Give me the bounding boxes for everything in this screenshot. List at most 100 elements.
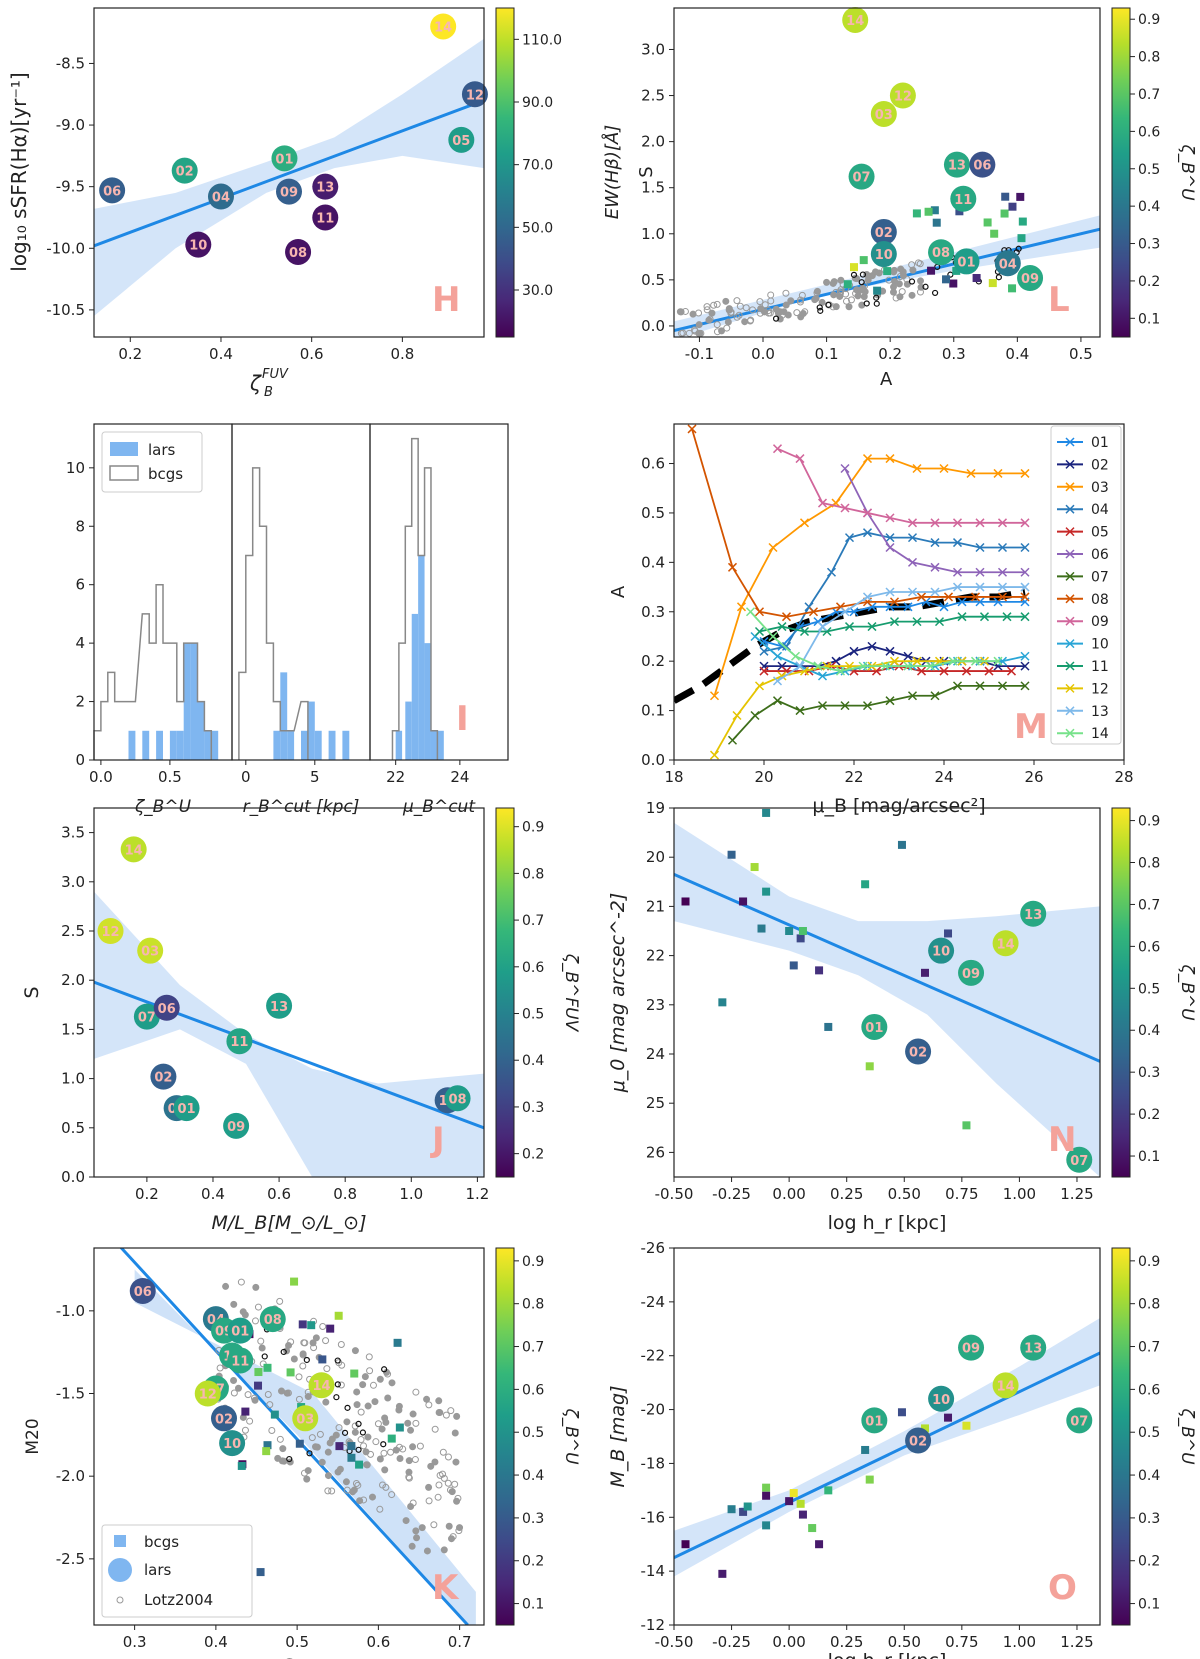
bcg-point	[254, 1381, 263, 1390]
lars-point-12	[97, 918, 124, 944]
series-marker-06	[885, 542, 895, 553]
series-marker-09	[885, 513, 895, 523]
series-marker-12	[709, 750, 720, 760]
lars-label-02: 02	[154, 1071, 172, 1086]
series-marker-13	[772, 676, 783, 686]
lotz-point	[830, 291, 838, 299]
colorbar-tick-label: 0.8	[1138, 856, 1160, 872]
lotz-point	[376, 1455, 384, 1463]
legend-box	[1050, 425, 1122, 745]
lotz-point	[371, 1398, 379, 1406]
lotz-point	[818, 298, 826, 306]
lars-bar	[183, 643, 191, 760]
lotz-point	[300, 1339, 308, 1347]
lars-label-11: 11	[231, 1354, 249, 1369]
lotz-black-point	[355, 1420, 362, 1427]
lars-bar	[190, 643, 198, 760]
colorbar	[495, 807, 515, 1178]
y-tick-label: 24	[646, 1045, 665, 1063]
series-marker-03	[1020, 468, 1030, 478]
lars-label-09: 09	[280, 186, 298, 201]
lotz-point	[747, 316, 755, 324]
series-marker-11	[1002, 612, 1012, 622]
lars-label-11: 11	[954, 193, 972, 208]
bcg-point	[334, 1311, 343, 1320]
bcg-point	[930, 206, 939, 215]
lars-point-02	[905, 1427, 932, 1454]
lotz-point	[299, 1362, 307, 1370]
bcg-point	[286, 1368, 295, 1377]
colorbar-tick-label: 0.6	[1138, 939, 1160, 955]
lotz-point	[713, 300, 721, 308]
lotz-point	[381, 1414, 389, 1422]
lars-label-12: 12	[101, 925, 119, 940]
lars-bar	[301, 730, 308, 760]
lotz-point	[324, 1487, 332, 1495]
x-tick-label: -0.1	[685, 345, 714, 363]
panel-letter-K: K	[432, 1568, 460, 1608]
series-marker-04	[930, 538, 940, 548]
legend-marker-09	[1065, 616, 1075, 626]
lars-point-07	[1066, 1407, 1093, 1434]
lotz-point	[444, 1479, 452, 1487]
bcg-point	[762, 1521, 771, 1530]
series-marker-11	[889, 617, 900, 627]
O-frame	[673, 1247, 1101, 1626]
series-marker-06	[952, 567, 963, 577]
series-marker-01	[939, 602, 949, 612]
series-marker-01	[957, 597, 967, 607]
lotz-point	[328, 1487, 336, 1495]
bcg-point	[1008, 284, 1017, 293]
lars-point-14	[992, 1372, 1019, 1399]
x-tick-label: 1.25	[1060, 1185, 1093, 1203]
bcg-point	[347, 1453, 356, 1462]
lotz-point	[252, 1283, 260, 1291]
series-marker-10	[817, 671, 828, 681]
subplot-0: 0.0 0.5 ζ_B^U	[89, 423, 233, 817]
x-tick-label: 0.75	[945, 1185, 978, 1203]
bcg-point	[897, 840, 906, 849]
series-marker-03	[736, 602, 747, 612]
lotz-point	[322, 1398, 330, 1406]
lars-point-14	[842, 6, 869, 33]
colorbar	[495, 1247, 515, 1626]
y-axis-label: A	[608, 585, 629, 598]
series-marker-04	[885, 533, 895, 543]
lars-point-11	[226, 1028, 253, 1055]
subplot-2: 22 24 μ_B^cut	[369, 423, 509, 817]
bcg-point	[739, 1507, 748, 1516]
series-marker-10	[772, 651, 783, 661]
lars-label-05: 05	[452, 134, 470, 149]
series-marker-04	[997, 542, 1008, 553]
series-marker-07	[840, 701, 850, 711]
series-marker-07	[750, 710, 760, 721]
x-tick-label: 0.00	[772, 1633, 805, 1651]
x-tick-label: 0.1	[815, 345, 839, 363]
y-axis-label: S	[21, 986, 43, 998]
y-tick-label: -22	[641, 1347, 666, 1365]
lotz-point	[760, 308, 768, 316]
lotz-point	[319, 1322, 327, 1330]
series-marker-02	[903, 651, 913, 661]
lotz-point	[368, 1493, 376, 1501]
colorbar-tick-label: 0.4	[1138, 199, 1160, 215]
bcg-point	[762, 808, 771, 817]
lars-point-02	[211, 1405, 237, 1432]
lotz-point	[685, 329, 693, 337]
lotz-point	[323, 1365, 331, 1373]
series-marker-04	[862, 528, 873, 538]
lars-label-13: 13	[1024, 908, 1042, 923]
lotz-point	[451, 1480, 459, 1488]
lars-label-11: 11	[316, 211, 334, 226]
y-tick-label: -18	[641, 1454, 666, 1472]
series-marker-03	[912, 463, 922, 474]
series-marker-11	[1020, 612, 1030, 622]
colorbar-tick-label: 0.1	[1138, 311, 1160, 327]
lotz-point	[250, 1394, 258, 1402]
lotz-black-point	[850, 271, 858, 278]
series-marker-08	[889, 597, 900, 607]
colorbar-tick-label: 0.2	[1138, 1554, 1160, 1570]
bcg-point	[962, 1121, 971, 1130]
series-marker-02	[1020, 661, 1030, 671]
bcg-point	[883, 267, 892, 276]
